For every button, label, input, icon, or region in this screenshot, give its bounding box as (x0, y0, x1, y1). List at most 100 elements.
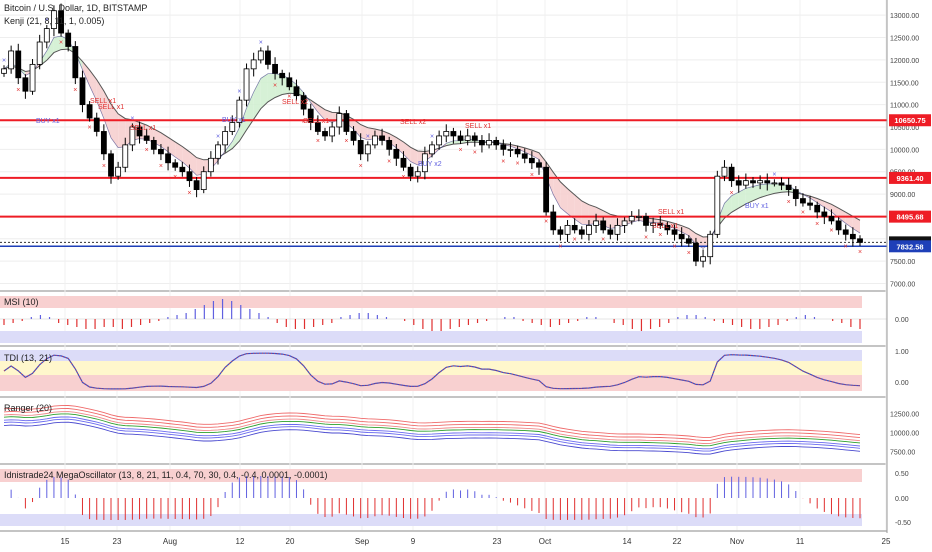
candle-body (400, 157, 407, 168)
candle-body (165, 153, 171, 164)
candle-body (778, 182, 785, 186)
candle-body (207, 157, 214, 173)
price-axis[interactable]: 13000.00 12500.00 12000.00 11500.00 11000.00… (886, 0, 931, 533)
candle-body (857, 238, 863, 243)
candle-body (757, 180, 764, 184)
candle-body (215, 144, 221, 159)
signal-label: SELL x2 (400, 119, 426, 126)
candle-body (785, 184, 792, 191)
sell-marker: × (173, 174, 177, 181)
candle-body (300, 95, 307, 110)
ranger-legend: Ranger (20) (4, 403, 53, 413)
ranger-tick-label: 7500.00 (890, 449, 915, 456)
candle-body (586, 224, 592, 235)
price-level-label: 7832.58 (896, 242, 923, 251)
msi-oversold-band (0, 331, 862, 343)
candle-body (350, 131, 357, 141)
candle-body (842, 229, 849, 235)
kenji-cloud-segment (567, 188, 575, 220)
price-tick-label: 12500.00 (890, 36, 919, 43)
candle-body (100, 131, 107, 155)
kenji-cloud-segment (753, 184, 761, 201)
candle-body (685, 238, 692, 244)
candle-body (250, 59, 257, 70)
price-tick-label: 10500.00 (890, 125, 919, 132)
sell-marker: × (573, 236, 577, 243)
candle-body (443, 131, 450, 137)
candle-body (243, 68, 250, 101)
candle-body (707, 233, 714, 258)
candle-body (450, 131, 457, 137)
candle-body (671, 229, 678, 235)
buy-marker: × (45, 17, 49, 24)
buy-marker: × (259, 39, 263, 46)
signal-label: SELL x1 (130, 125, 156, 132)
tdi-pane[interactable] (0, 350, 862, 391)
sell-marker: × (16, 87, 20, 94)
candle-body (193, 180, 200, 191)
candle-body (179, 166, 186, 173)
kenji-cloud-segment (560, 181, 568, 214)
candle-body (129, 126, 136, 146)
sell-marker: × (644, 235, 648, 242)
candle-body (607, 229, 614, 235)
candle-body (257, 50, 264, 61)
candle-body (742, 180, 749, 186)
candle-body (115, 166, 122, 177)
candle-body (172, 162, 179, 168)
msi-pane[interactable] (0, 296, 887, 343)
kenji-cloud-segment (760, 184, 768, 198)
ranger-pane[interactable] (3, 405, 861, 455)
msi-tick-label: 0.00 (895, 317, 909, 324)
kenji-cloud-segment (553, 172, 561, 208)
megaoscillator-pane[interactable] (0, 469, 862, 526)
time-tick-label: 11 (796, 537, 805, 546)
sell-marker: × (102, 163, 106, 170)
kenji-cloud-segment (852, 216, 860, 234)
sell-marker: × (473, 150, 477, 157)
ranger-tick-label: 12500.00 (890, 411, 919, 418)
time-axis[interactable]: 15 23 Aug 12 20 Sep 9 23 Oct 14 22 Nov 11 25 (61, 537, 891, 546)
kenji-cloud-segment (260, 73, 268, 109)
candle-body (635, 216, 642, 218)
candle-body (750, 180, 756, 184)
candle-body (521, 153, 528, 159)
sell-marker: × (858, 249, 862, 256)
candle-body (414, 171, 421, 177)
candle-body (828, 216, 835, 222)
kenji-cloud-segment (325, 109, 333, 123)
price-pane[interactable]: × × × × × × × × × × × × × × × × × × × × × × × × × × × × × × × × × × × × × × × ×… (0, 3, 887, 268)
candle-body (650, 222, 657, 226)
sell-marker: × (787, 199, 791, 206)
sell-marker: × (672, 244, 676, 251)
candle-body (814, 204, 821, 213)
time-tick-label: 25 (882, 537, 891, 546)
tdi-tick-label: 0.00 (895, 380, 909, 387)
candle-body (507, 148, 514, 151)
price-level-label: 9361.40 (896, 174, 923, 183)
candle-body (479, 140, 485, 146)
time-tick-label: Aug (163, 537, 177, 546)
time-tick-label: 22 (673, 537, 682, 546)
candle-body (643, 216, 649, 226)
ranger-band-line (3, 416, 861, 450)
kenji-cloud-segment (810, 196, 818, 203)
msi-overbought-band (0, 296, 862, 308)
sell-marker: × (658, 232, 662, 239)
kenji-cloud-segment (510, 144, 518, 149)
candle-body (821, 211, 828, 217)
kenji-cloud-segment (410, 147, 418, 165)
sell-marker: × (815, 221, 819, 228)
sell-marker: × (302, 118, 306, 125)
kenji-cloud-segment (175, 141, 183, 162)
candle-body (72, 46, 79, 79)
tdi-tick-label: 1.00 (895, 349, 909, 356)
kenji-cloud-segment (82, 61, 90, 86)
kenji-cloud-segment (267, 73, 276, 102)
candle-body (564, 224, 571, 235)
candle-body (286, 77, 293, 88)
price-level-tag (889, 240, 931, 253)
candle-body (721, 166, 728, 177)
sell-marker: × (829, 227, 833, 234)
